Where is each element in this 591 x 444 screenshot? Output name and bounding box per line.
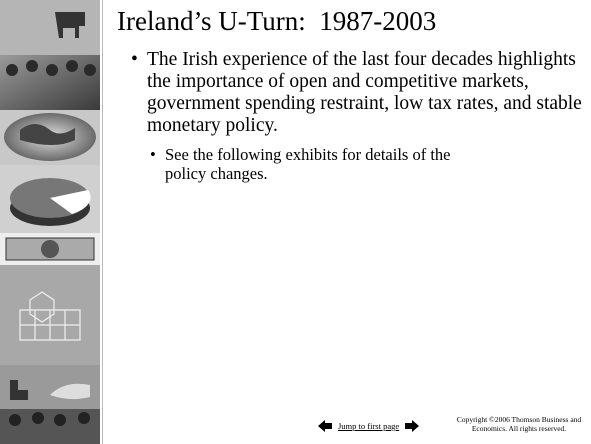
prev-arrow[interactable] bbox=[318, 420, 332, 432]
navigation: Jump to first page bbox=[318, 420, 419, 432]
copyright: Copyright ©2006 Thomson Business and Eco… bbox=[449, 415, 589, 433]
sub-bullet-list: See the following exhibits for details o… bbox=[150, 145, 480, 183]
bullet-list: The Irish experience of the last four de… bbox=[131, 49, 586, 183]
slide-title: Ireland’s U-Turn: 1987-2003 bbox=[117, 6, 436, 37]
separator bbox=[100, 0, 103, 444]
bullet: The Irish experience of the last four de… bbox=[131, 49, 586, 183]
bullet-text: The Irish experience of the last four de… bbox=[147, 49, 582, 136]
next-arrow[interactable] bbox=[405, 420, 419, 432]
jump-link[interactable]: Jump to first page bbox=[338, 421, 399, 431]
sub-bullet: See the following exhibits for details o… bbox=[150, 145, 480, 183]
decorative-strip bbox=[0, 0, 100, 444]
slide: Ireland’s U-Turn: 1987-2003 The Irish ex… bbox=[0, 0, 591, 444]
